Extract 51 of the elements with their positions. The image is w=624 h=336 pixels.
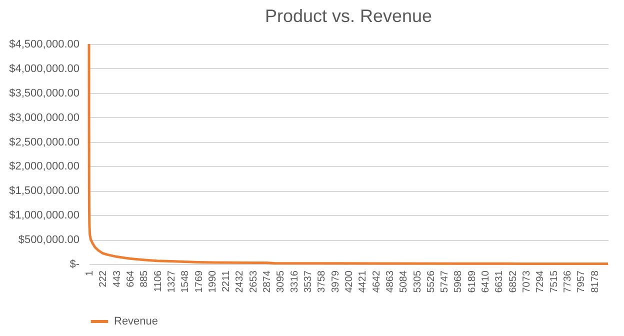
x-tick-label: 6852	[508, 270, 519, 293]
x-tick-label: 7736	[562, 270, 574, 293]
x-tick-label: 3537	[303, 270, 314, 293]
x-tick-label: 7515	[548, 270, 560, 293]
x-tick-label: 443	[112, 270, 123, 288]
x-tick-label: 1327	[166, 270, 178, 293]
y-tick-label: $4,500,000.00	[9, 38, 80, 50]
x-tick-label: 1769	[194, 270, 205, 293]
x-tick-label: 7294	[535, 270, 546, 293]
x-tick-label: 4200	[344, 270, 355, 293]
x-tick-label: 2211	[221, 270, 232, 292]
y-tick-label: $1,500,000.00	[9, 185, 80, 198]
y-tick-label: $2,500,000.00	[9, 136, 80, 148]
x-tick-label: 3095	[276, 270, 287, 293]
y-tick-label: $4,000,000.00	[9, 62, 80, 75]
y-tick-label: $3,500,000.00	[9, 87, 80, 100]
x-tick-label: 222	[98, 270, 110, 288]
x-tick-label: 5747	[440, 270, 451, 293]
y-tick-label: $-	[70, 258, 80, 270]
legend-label: Revenue	[114, 316, 158, 328]
y-tick-label: $500,000.00	[18, 234, 80, 246]
x-tick-label: 3758	[316, 270, 328, 293]
x-tick-label: 6410	[480, 270, 492, 293]
x-tick-label: 7957	[576, 270, 588, 293]
y-tick-label: $3,000,000.00	[9, 112, 80, 124]
x-tick-label: 1990	[207, 270, 218, 293]
x-tick-label: 1106	[152, 270, 164, 292]
y-tick-label: $2,000,000.00	[9, 160, 80, 173]
x-tick-label: 885	[139, 270, 150, 288]
x-tick-label: 2874	[262, 270, 274, 293]
x-tick-label: 2653	[248, 270, 260, 293]
x-tick-label: 3979	[330, 270, 342, 293]
x-tick-label: 3316	[289, 270, 300, 293]
x-tick-label: 664	[125, 270, 136, 288]
x-tick-label: 4642	[371, 270, 382, 293]
x-tick-label: 5084	[398, 270, 410, 293]
x-tick-label: 1548	[180, 270, 192, 293]
x-tick-label: 6631	[494, 270, 506, 293]
line-series	[88, 42, 610, 266]
x-tick-label: 5968	[453, 270, 464, 293]
x-tick-label: 1	[84, 270, 96, 276]
x-tick-label: 6189	[466, 270, 478, 293]
x-tick-label: 8178	[590, 270, 601, 293]
chart-title: Product vs. Revenue	[264, 6, 432, 26]
x-tick-label: 7073	[522, 270, 532, 293]
x-tick-label: 4421	[358, 270, 369, 293]
x-tick-label: 2432	[234, 270, 246, 293]
x-tick-label: 5526	[426, 270, 437, 293]
x-tick-label: 4863	[384, 270, 396, 293]
x-tick-label: 5305	[412, 270, 424, 293]
y-tick-label: $1,000,000.00	[9, 210, 80, 222]
